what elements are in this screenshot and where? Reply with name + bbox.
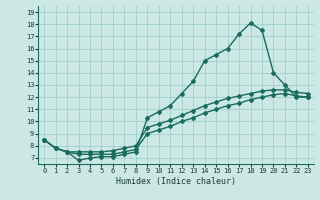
X-axis label: Humidex (Indice chaleur): Humidex (Indice chaleur) — [116, 177, 236, 186]
